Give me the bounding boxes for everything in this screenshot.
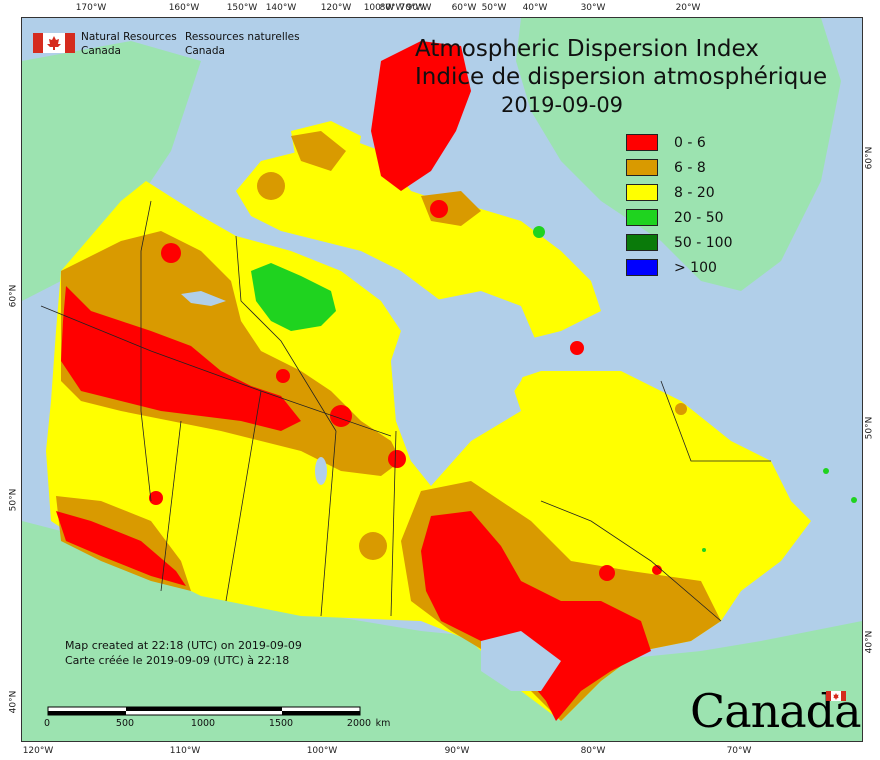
legend-item-over-100: > 100 bbox=[626, 258, 786, 278]
legend-swatch bbox=[626, 134, 658, 151]
tick-top-30w: 30°W bbox=[580, 3, 606, 13]
scale-bar: 0 500 1000 1500 2000 km bbox=[43, 704, 390, 734]
scale-label-1500: 1500 bbox=[268, 718, 294, 729]
canada-flag-icon bbox=[33, 33, 75, 53]
tick-bottom-80w: 80°W bbox=[580, 746, 606, 756]
great-slave-lake bbox=[181, 291, 226, 306]
tick-top-120w: 120°W bbox=[320, 3, 352, 13]
tick-bottom-90w: 90°W bbox=[444, 746, 470, 756]
tick-left-60n: 60°N bbox=[8, 284, 19, 308]
united-states bbox=[22, 521, 862, 741]
tick-top-80w: 80°W bbox=[379, 3, 405, 13]
map-frame bbox=[21, 17, 863, 742]
map-title-fr: Indice de dispersion atmosphérique bbox=[415, 64, 828, 90]
zone-20-50 bbox=[251, 226, 857, 552]
agency-name-fr: Ressources naturelles Canada bbox=[185, 30, 315, 58]
legend-swatch bbox=[626, 159, 658, 176]
tick-top-50w: 50°W bbox=[481, 3, 507, 13]
legend-label: 0 - 6 bbox=[674, 135, 706, 151]
tick-top-40w: 40°W bbox=[522, 3, 548, 13]
tick-bottom-120w: 120°W bbox=[22, 746, 54, 756]
agency-name-en: Natural Resources Canada bbox=[81, 30, 191, 58]
legend-swatch bbox=[626, 234, 658, 251]
legend-label: 20 - 50 bbox=[674, 210, 724, 226]
legend-item-8-20: 8 - 20 bbox=[626, 183, 786, 203]
zone-0-6 bbox=[56, 200, 662, 721]
tick-right-40n: 40°N bbox=[864, 630, 875, 654]
lakes bbox=[181, 291, 561, 691]
legend-label: 8 - 20 bbox=[674, 185, 715, 201]
tick-top-90w: 90°W bbox=[406, 3, 432, 13]
lake-winnipeg bbox=[315, 457, 327, 485]
tick-left-40n: 40°N bbox=[8, 690, 19, 714]
provincial-boundaries bbox=[40, 200, 771, 622]
alaska bbox=[22, 41, 201, 301]
legend-label: > 100 bbox=[674, 260, 717, 276]
legend-swatch bbox=[626, 259, 658, 276]
tick-left-50n: 50°N bbox=[8, 488, 19, 512]
tick-bottom-70w: 70°W bbox=[726, 746, 752, 756]
tick-bottom-100w: 100°W bbox=[306, 746, 338, 756]
tick-top-140w: 140°W bbox=[265, 3, 297, 13]
map-date: 2019-09-09 bbox=[501, 93, 624, 117]
created-note-en: Map created at 22:18 (UTC) on 2019-09-09 bbox=[65, 639, 302, 652]
legend-item-6-8: 6 - 8 bbox=[626, 158, 786, 178]
great-lakes bbox=[481, 631, 561, 691]
agency-name-fr-line2: Canada bbox=[185, 45, 225, 57]
tick-top-170w: 170°W bbox=[75, 3, 107, 13]
tick-bottom-110w: 110°W bbox=[169, 746, 201, 756]
tick-top-20w: 20°W bbox=[675, 3, 701, 13]
agency-name-en-line2: Canada bbox=[81, 45, 121, 57]
legend-item-50-100: 50 - 100 bbox=[626, 233, 786, 253]
legend-swatch bbox=[626, 184, 658, 201]
scale-bar-graphic bbox=[47, 706, 361, 716]
tick-top-70w: 70°W bbox=[399, 3, 425, 13]
tick-right-50n: 50°N bbox=[864, 416, 875, 440]
agency-name-fr-line1: Ressources naturelles bbox=[185, 31, 300, 43]
map-title-en: Atmospheric Dispersion Index bbox=[415, 36, 759, 62]
map-title-block: Atmospheric Dispersion Index Indice de d… bbox=[415, 35, 865, 119]
legend-label: 6 - 8 bbox=[674, 160, 706, 176]
greenland bbox=[516, 18, 841, 291]
legend-item-0-6: 0 - 6 bbox=[626, 133, 786, 153]
scale-label-2000: 2000 bbox=[346, 718, 372, 729]
agency-name-en-line1: Natural Resources bbox=[81, 31, 177, 43]
map-created-note: Map created at 22:18 (UTC) on 2019-09-09… bbox=[65, 638, 302, 668]
dispersion-map bbox=[22, 18, 862, 741]
wordmark-flag-icon bbox=[826, 691, 846, 701]
scale-unit: km bbox=[375, 718, 391, 729]
scale-label-0: 0 bbox=[43, 718, 51, 729]
tick-top-60w: 60°W bbox=[451, 3, 477, 13]
hudson-bay bbox=[391, 291, 536, 481]
land-outside-canada bbox=[22, 18, 862, 741]
legend-label: 50 - 100 bbox=[674, 235, 733, 251]
arctic-islands bbox=[236, 136, 601, 341]
created-note-fr: Carte créée le 2019-09-09 (UTC) à 22:18 bbox=[65, 654, 290, 667]
tick-top-160w: 160°W bbox=[168, 3, 200, 13]
scale-label-500: 500 bbox=[115, 718, 135, 729]
tick-top-150w: 150°W bbox=[226, 3, 258, 13]
tick-top-100w: 100°W bbox=[363, 3, 395, 13]
tick-right-60n: 60°N bbox=[864, 146, 875, 170]
northern-archipelago bbox=[371, 41, 471, 191]
legend-item-20-50: 20 - 50 bbox=[626, 208, 786, 228]
scale-label-1000: 1000 bbox=[190, 718, 216, 729]
legend-swatch bbox=[626, 209, 658, 226]
